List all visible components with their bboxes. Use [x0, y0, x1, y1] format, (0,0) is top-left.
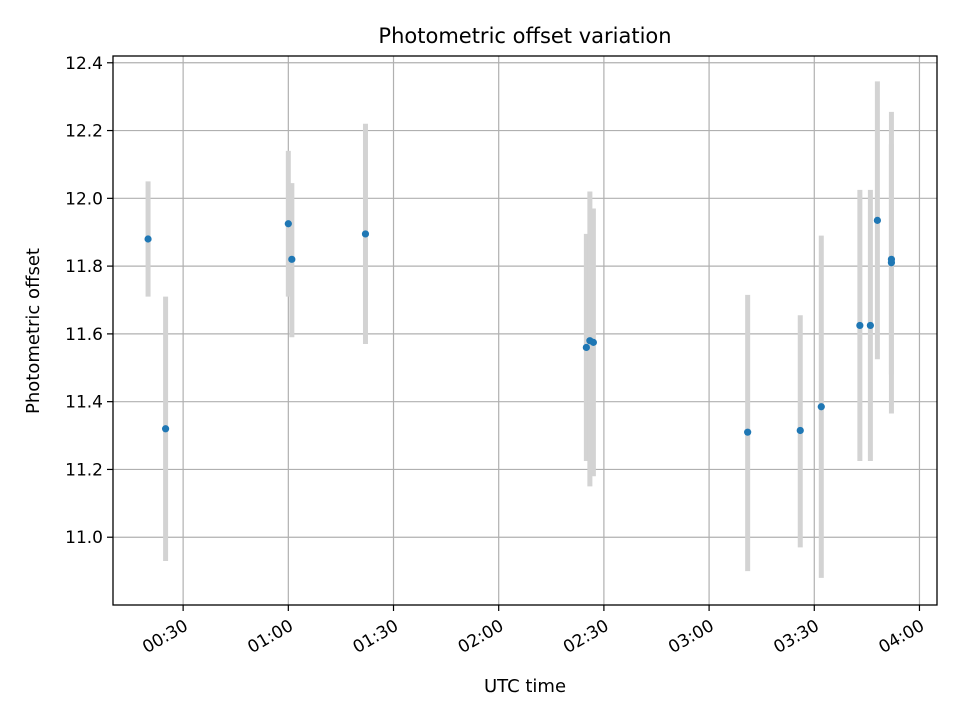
data-point	[144, 235, 152, 243]
grid	[113, 56, 937, 605]
data-point	[161, 425, 170, 433]
y-tick-label: 11.8	[65, 257, 103, 277]
y-tick-label: 11.4	[65, 393, 103, 413]
data-point	[887, 255, 896, 263]
data-point	[856, 321, 864, 330]
y-tick-label: 11.0	[65, 528, 103, 548]
data-point	[288, 255, 296, 263]
data-point	[873, 216, 881, 224]
data-point	[744, 428, 752, 436]
data-point	[866, 321, 874, 330]
data-points	[144, 216, 896, 436]
plot-frame	[112, 55, 938, 606]
y-tick-label: 12.4	[65, 54, 103, 74]
data-point	[817, 403, 825, 411]
chart-title: Photometric offset variation	[378, 24, 671, 48]
y-tick-label: 11.6	[65, 325, 103, 345]
y-tick-label: 11.2	[65, 460, 103, 480]
y-axis-label: Photometric offset	[23, 248, 44, 414]
data-point	[796, 426, 804, 435]
y-tick-label: 12.2	[65, 122, 103, 142]
data-point	[361, 230, 370, 238]
x-axis-label: UTC time	[484, 676, 566, 697]
data-point	[582, 343, 590, 352]
data-point	[589, 338, 597, 346]
data-point	[284, 220, 292, 228]
y-tick-label: 12.0	[65, 189, 103, 209]
